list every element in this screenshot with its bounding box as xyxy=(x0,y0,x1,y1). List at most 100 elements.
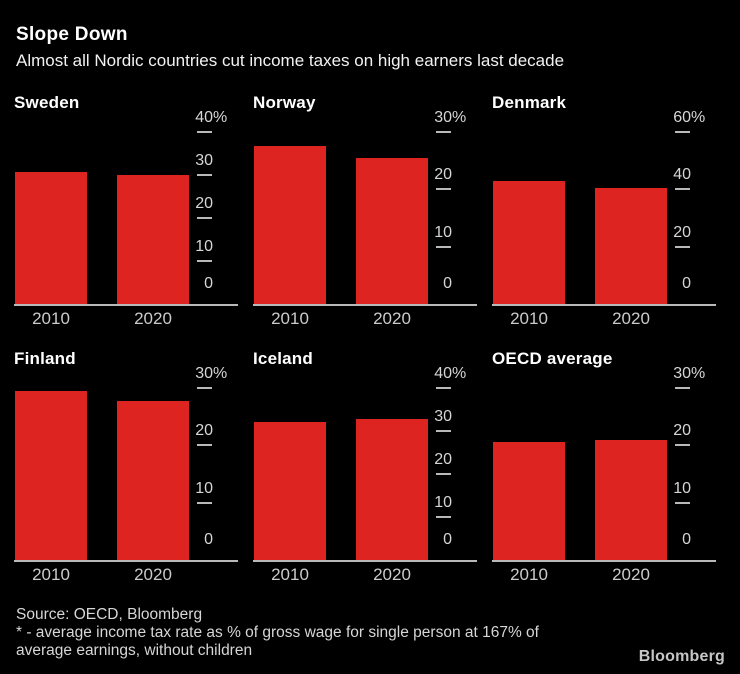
footnote-line-2: average earnings, without children xyxy=(16,642,253,659)
x-label-oecd-average-2010: 2010 xyxy=(510,565,548,584)
x-label-denmark-2020: 2020 xyxy=(612,309,650,328)
y-tick-mark-oecd-average-20 xyxy=(675,444,690,447)
chart-panel-finland: Finland 30% 20 10 0 2010 2020 xyxy=(14,349,238,584)
x-axis-labels-norway: 2010 2020 xyxy=(253,306,477,328)
y-tick-label-iceland-20: 20 xyxy=(434,451,452,468)
bar-denmark-2010 xyxy=(493,180,565,304)
plot-area-sweden: 40% 30 20 10 0 xyxy=(14,110,238,306)
x-label-denmark-2010: 2010 xyxy=(510,309,548,328)
y-tick-label-iceland-30: 30 xyxy=(434,408,452,425)
footnote-line-1: * - average income tax rate as % of gros… xyxy=(16,624,539,641)
x-label-iceland-2020: 2020 xyxy=(373,565,411,584)
percent-suffix: % xyxy=(213,365,228,382)
y-tick-mark-denmark-40 xyxy=(675,188,690,191)
y-tick-label-denmark-40: 40 xyxy=(673,166,691,184)
y-tick-label-iceland-10: 10 xyxy=(434,494,452,511)
y-tick-mark-sweden-30 xyxy=(197,174,212,176)
chart-panel-oecd-average: OECD average 30% 20 10 0 2010 2020 xyxy=(492,349,716,584)
bar-oecd-average-2010 xyxy=(493,441,565,560)
x-label-iceland-2010: 2010 xyxy=(271,565,309,584)
chart-panel-denmark: Denmark 60% 40 20 0 2010 2020 xyxy=(492,93,716,328)
y-tick-mark-denmark-20 xyxy=(675,245,690,248)
panel-title-iceland: Iceland xyxy=(253,349,313,368)
y-tick-mark-sweden-20 xyxy=(197,217,212,219)
percent-suffix: % xyxy=(213,109,228,126)
x-axis-labels-oecd-average: 2010 2020 xyxy=(492,562,716,584)
page-subtitle: Almost all Nordic countries cut income t… xyxy=(16,51,565,70)
x-axis-labels-denmark: 2010 2020 xyxy=(492,306,716,328)
plot-area-iceland: 40% 30 20 10 0 xyxy=(253,366,477,562)
bar-oecd-average-2020 xyxy=(595,440,667,560)
x-label-finland-2020: 2020 xyxy=(134,565,172,584)
percent-suffix: % xyxy=(452,365,467,382)
x-label-norway-2010: 2010 xyxy=(271,309,309,328)
x-axis-labels-finland: 2010 2020 xyxy=(14,562,238,584)
chart-panel-sweden: Sweden 40% 30 20 10 0 2010 2020 xyxy=(14,93,238,328)
x-axis-labels-iceland: 2010 2020 xyxy=(253,562,477,584)
y-tick-label-norway-20: 20 xyxy=(434,166,452,184)
y-tick-label-sweden-40: 40% xyxy=(195,109,228,126)
y-tick-label-denmark-0: 0 xyxy=(682,275,691,292)
header: Slope Down Almost all Nordic countries c… xyxy=(0,0,740,71)
bloomberg-logo: Bloomberg xyxy=(638,648,725,665)
x-label-norway-2020: 2020 xyxy=(373,309,411,328)
bar-iceland-2010 xyxy=(254,422,326,560)
y-tick-mark-finland-30 xyxy=(197,387,212,389)
y-tick-label-norway-0: 0 xyxy=(443,275,452,292)
source-note: Source: OECD, Bloomberg xyxy=(16,606,203,623)
x-label-finland-2010: 2010 xyxy=(32,565,70,584)
y-tick-label-sweden-20: 20 xyxy=(195,195,213,212)
panel-title-sweden: Sweden xyxy=(14,93,80,112)
y-tick-mark-denmark-60 xyxy=(675,131,690,133)
bar-norway-2020 xyxy=(356,157,428,304)
y-tick-mark-sweden-10 xyxy=(197,260,212,262)
y-tick-mark-oecd-average-30 xyxy=(675,387,690,389)
plot-area-denmark: 60% 40 20 0 xyxy=(492,110,716,306)
x-label-sweden-2010: 2010 xyxy=(32,309,70,328)
bar-finland-2020 xyxy=(117,400,189,560)
y-tick-label-oecd-average-10: 10 xyxy=(673,479,691,497)
page-title: Slope Down xyxy=(16,24,128,45)
plot-area-norway: 30% 20 10 0 xyxy=(253,110,477,306)
y-tick-label-sweden-10: 10 xyxy=(195,238,213,255)
y-tick-mark-norway-30 xyxy=(436,131,451,133)
panel-title-finland: Finland xyxy=(14,349,76,368)
y-tick-mark-iceland-20 xyxy=(436,473,451,475)
panel-title-oecd-average: OECD average xyxy=(492,349,613,368)
y-tick-label-sweden-30: 30 xyxy=(195,152,213,169)
bar-norway-2010 xyxy=(254,145,326,304)
chart-panel-iceland: Iceland 40% 30 20 10 0 2010 2020 xyxy=(253,349,477,584)
x-label-oecd-average-2020: 2020 xyxy=(612,565,650,584)
plot-area-oecd-average: 30% 20 10 0 xyxy=(492,366,716,562)
y-tick-mark-norway-10 xyxy=(436,245,451,248)
plot-area-finland: 30% 20 10 0 xyxy=(14,366,238,562)
x-label-sweden-2020: 2020 xyxy=(134,309,172,328)
footer: Source: OECD, Bloomberg * - average inco… xyxy=(0,606,740,660)
y-tick-mark-iceland-30 xyxy=(436,430,451,432)
y-tick-label-finland-30: 30% xyxy=(195,365,228,382)
y-tick-mark-sweden-40 xyxy=(197,131,212,133)
bar-sweden-2020 xyxy=(117,175,189,304)
y-tick-label-finland-10: 10 xyxy=(195,479,213,497)
y-tick-label-oecd-average-20: 20 xyxy=(673,422,691,440)
y-tick-mark-finland-20 xyxy=(197,444,212,447)
y-tick-label-iceland-0: 0 xyxy=(443,531,452,548)
y-tick-mark-iceland-10 xyxy=(436,516,451,518)
bar-denmark-2020 xyxy=(595,187,667,304)
y-tick-mark-iceland-40 xyxy=(436,387,451,389)
x-axis-labels-sweden: 2010 2020 xyxy=(14,306,238,328)
y-tick-label-sweden-0: 0 xyxy=(204,275,213,292)
percent-suffix: % xyxy=(452,109,467,126)
percent-suffix: % xyxy=(691,109,706,126)
panel-title-norway: Norway xyxy=(253,93,316,112)
y-tick-label-finland-20: 20 xyxy=(195,422,213,440)
y-tick-label-finland-0: 0 xyxy=(204,531,213,548)
chart-grid: Sweden 40% 30 20 10 0 2010 2020 Norway 30% 20 10 0 20… xyxy=(0,93,740,584)
y-tick-label-norway-30: 30% xyxy=(434,109,467,126)
y-tick-mark-oecd-average-10 xyxy=(675,501,690,504)
y-tick-label-oecd-average-0: 0 xyxy=(682,531,691,548)
bar-iceland-2020 xyxy=(356,419,428,560)
y-tick-label-iceland-40: 40% xyxy=(434,365,467,382)
y-tick-mark-norway-20 xyxy=(436,188,451,191)
percent-suffix: % xyxy=(691,365,706,382)
